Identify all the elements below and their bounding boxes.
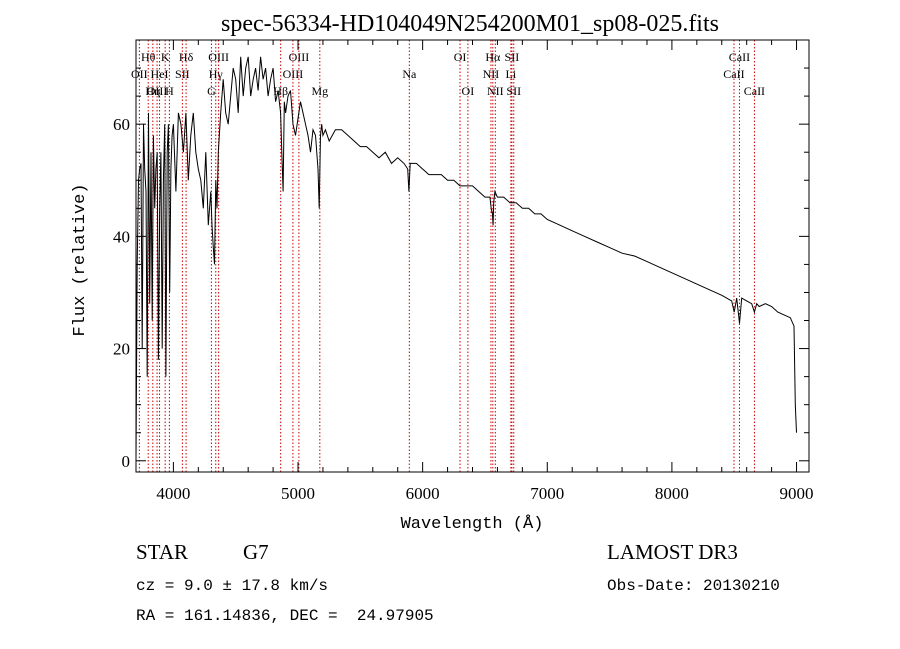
marker-label-O-I-6363: OI	[462, 84, 475, 98]
x-axis-label: Wavelength (Å)	[401, 515, 544, 534]
marker-label-G: G	[207, 84, 216, 98]
x-tick-label: 6000	[406, 484, 440, 503]
line-marker-labels: Hθ K Hδ OIII OIII OI Hα SII CaII OII HeI SII Hγ OIII N…	[131, 50, 765, 98]
marker-label-S-II-6731: SII	[506, 84, 521, 98]
marker-label-N-II-6548: NII	[483, 67, 500, 81]
marker-label-Li: Li	[506, 67, 517, 81]
marker-label-O-III-5007: OIII	[289, 50, 310, 64]
x-axis-ticks: 4000 5000 6000 7000 8000 9000	[156, 40, 814, 503]
redshift-text: cz = 9.0 ± 17.8 km/s	[136, 577, 328, 595]
marker-label-S-II-4072: SII	[175, 67, 190, 81]
marker-label-H: H	[165, 84, 174, 98]
x-tick-label: 5000	[281, 484, 315, 503]
y-tick-label: 40	[113, 227, 130, 246]
coordinates-text: RA = 161.14836, DEC = 24.97905	[136, 607, 434, 625]
marker-label-O-I-6300: OI	[454, 50, 467, 64]
marker-label-S-II-6716: SII	[505, 50, 520, 64]
marker-label-N-II-6583: NII	[487, 84, 504, 98]
marker-label-O-III-3869: OIII	[147, 84, 168, 98]
marker-label-O-III-4363: OIII	[208, 50, 229, 64]
y-tick-label: 60	[113, 115, 130, 134]
marker-label-H-delta: Hδ	[179, 50, 194, 64]
marker-label-Na: Na	[402, 67, 417, 81]
y-axis-label: Flux (relative)	[71, 183, 90, 336]
marker-label-O-III-4959: OIII	[283, 67, 304, 81]
obs-date-text: Obs-Date: 20130210	[607, 577, 780, 595]
x-tick-label: 9000	[780, 484, 814, 503]
object-subclass: G7	[243, 540, 269, 564]
marker-label-H-theta: Hθ	[141, 50, 156, 64]
x-tick-label: 4000	[156, 484, 190, 503]
marker-label-He-I: HeI	[151, 67, 169, 81]
x-tick-label: 7000	[530, 484, 564, 503]
y-tick-label: 20	[113, 340, 130, 359]
marker-label-Ca-II-8498: CaII	[723, 67, 744, 81]
marker-label-H-alpha: Hα	[485, 50, 501, 64]
plot-frame	[135, 39, 810, 473]
marker-label-Ca-II-8662: CaII	[744, 84, 765, 98]
object-class: STAR	[136, 540, 188, 564]
marker-label-H-gamma: Hγ	[209, 67, 224, 81]
marker-label-Mg: Mg	[311, 84, 328, 98]
flux-series-line	[135, 56, 797, 461]
survey-name: LAMOST DR3	[607, 540, 738, 564]
marker-label-O-II-3727: OII	[131, 67, 148, 81]
y-tick-label: 0	[122, 452, 131, 471]
marker-label-K: K	[161, 50, 170, 64]
y-axis-ticks: 0 20 40 60	[113, 67, 809, 471]
marker-label-H-eta: Hη	[145, 84, 160, 98]
chart-title: spec-56334-HD104049N254200M01_sp08-025.f…	[221, 11, 719, 37]
x-tick-label: 8000	[655, 484, 689, 503]
line-markers	[138, 40, 755, 472]
marker-label-Ca-II-8542: CaII	[729, 50, 750, 64]
